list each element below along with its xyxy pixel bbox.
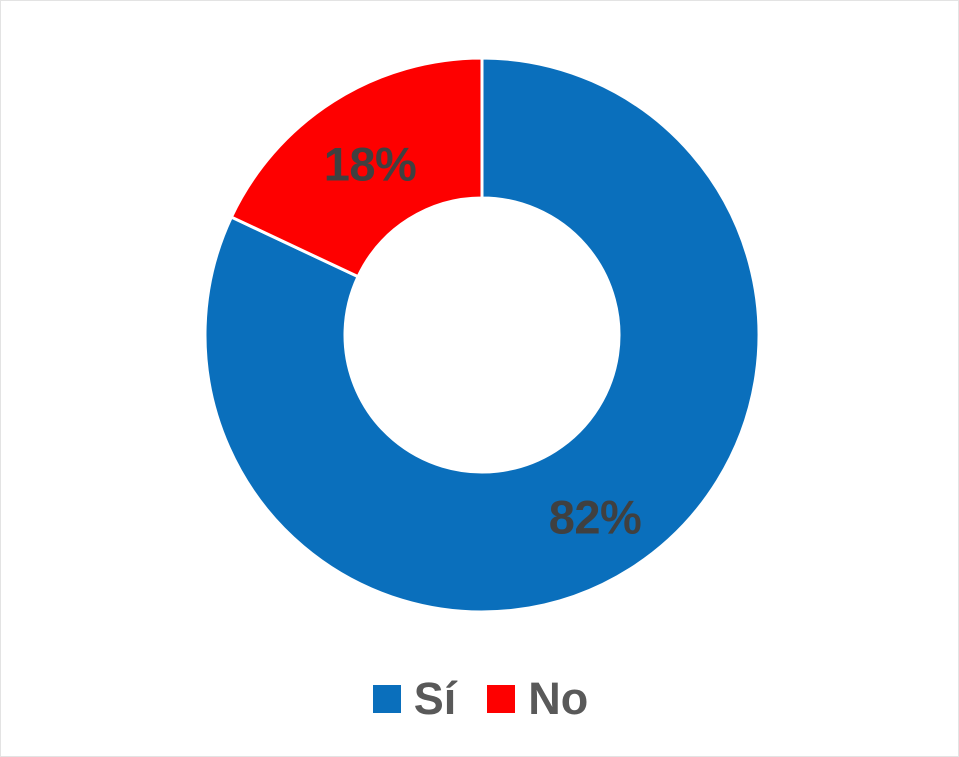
donut-chart-svg [203,56,761,614]
donut-slice-no[interactable] [229,56,484,279]
legend-item-si[interactable]: Sí [372,673,457,724]
chart-legend: Sí No [1,641,958,756]
data-label-no: 18% [323,137,417,191]
legend-item-no[interactable]: No [487,676,588,721]
donut-slice-group [203,56,761,614]
legend-label-si: Sí [413,673,457,724]
legend-label-no: No [528,673,589,724]
data-label-si: 82% [548,490,642,544]
donut-chart-plot-area: 18% 82% [1,1,958,641]
donut-slice-si[interactable] [203,56,761,614]
legend-swatch-si-icon [372,684,401,713]
legend-swatch-no-icon [487,684,516,713]
